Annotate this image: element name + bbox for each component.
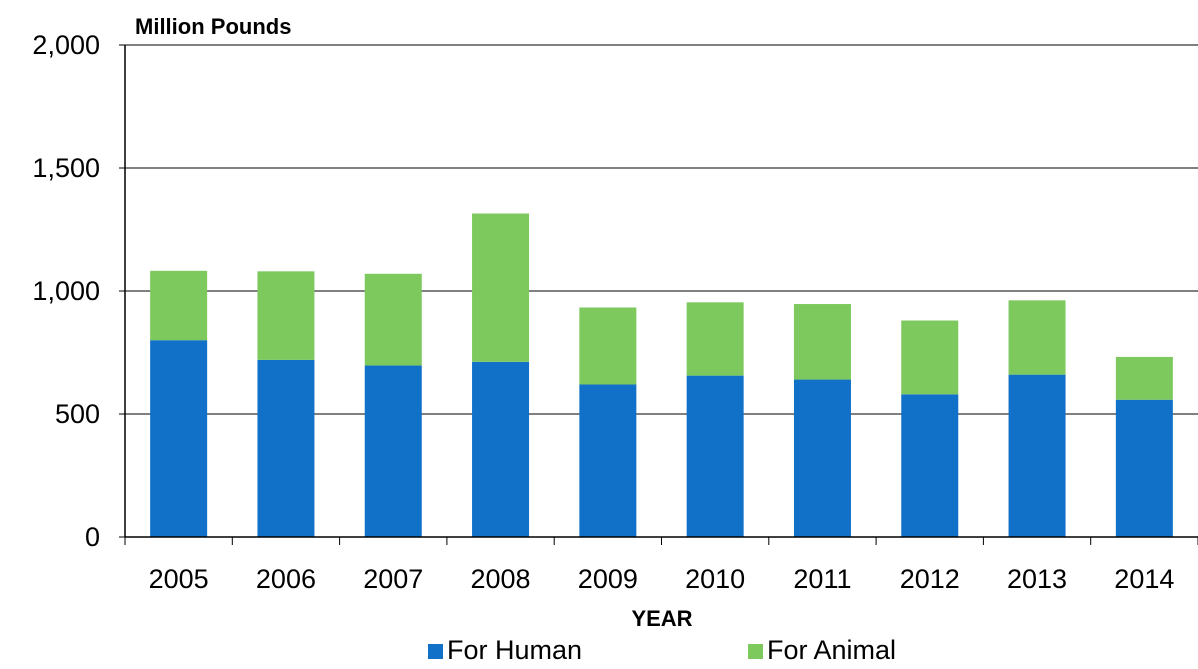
bar-for-human xyxy=(364,365,422,537)
legend-label: For Animal xyxy=(767,635,896,664)
y-tick-label: 1,500 xyxy=(32,153,100,183)
bar-for-human xyxy=(472,361,530,537)
x-tick-label: 2013 xyxy=(1007,564,1067,594)
legend-label: For Human xyxy=(447,635,582,664)
bar-for-animal xyxy=(1008,300,1066,375)
x-tick-label: 2014 xyxy=(1114,564,1174,594)
y-tick-label: 500 xyxy=(55,399,100,429)
bar-for-human xyxy=(150,340,208,537)
bar-for-human xyxy=(901,394,959,537)
legend-swatch xyxy=(748,644,763,659)
bar-for-animal xyxy=(472,213,530,362)
bar-for-human xyxy=(1115,399,1173,537)
y-tick-label: 0 xyxy=(85,522,100,552)
x-tick-labels: 2005 2006 2007 2008 2009 2010 2011 2012 2013 2014 xyxy=(124,537,1198,594)
bar-for-animal xyxy=(257,271,315,360)
x-tick-label: 2008 xyxy=(471,564,531,594)
x-tick-label: 2006 xyxy=(256,564,316,594)
bar-for-human xyxy=(257,359,315,537)
bar-for-human xyxy=(1008,374,1066,537)
bar-for-animal xyxy=(150,270,208,341)
bar-for-animal xyxy=(793,304,851,380)
x-tick-label: 2012 xyxy=(900,564,960,594)
legend-swatch xyxy=(428,644,443,659)
bar-for-animal xyxy=(1115,356,1173,400)
bar-for-animal xyxy=(901,320,959,395)
bar-for-animal xyxy=(686,302,744,376)
x-tick-label: 2005 xyxy=(149,564,209,594)
y-axis-label: Million Pounds xyxy=(135,14,291,39)
bar-for-human xyxy=(793,379,851,537)
bar-for-human xyxy=(686,375,744,537)
legend: For Human For Animal xyxy=(428,635,896,665)
x-tick-label: 2010 xyxy=(685,564,745,594)
x-tick-label: 2011 xyxy=(793,564,851,594)
bar-for-animal xyxy=(364,273,422,366)
x-axis-label: YEAR xyxy=(631,606,692,631)
bar-for-human xyxy=(579,384,637,537)
bars xyxy=(150,213,1173,537)
x-tick-label: 2009 xyxy=(578,564,638,594)
x-tick-label: 2007 xyxy=(363,564,423,594)
bar-for-animal xyxy=(579,307,637,385)
y-tick-label: 1,000 xyxy=(32,276,100,306)
y-tick-labels: 0 500 1,000 1,500 2,000 xyxy=(32,30,125,552)
y-tick-label: 2,000 xyxy=(32,30,100,60)
